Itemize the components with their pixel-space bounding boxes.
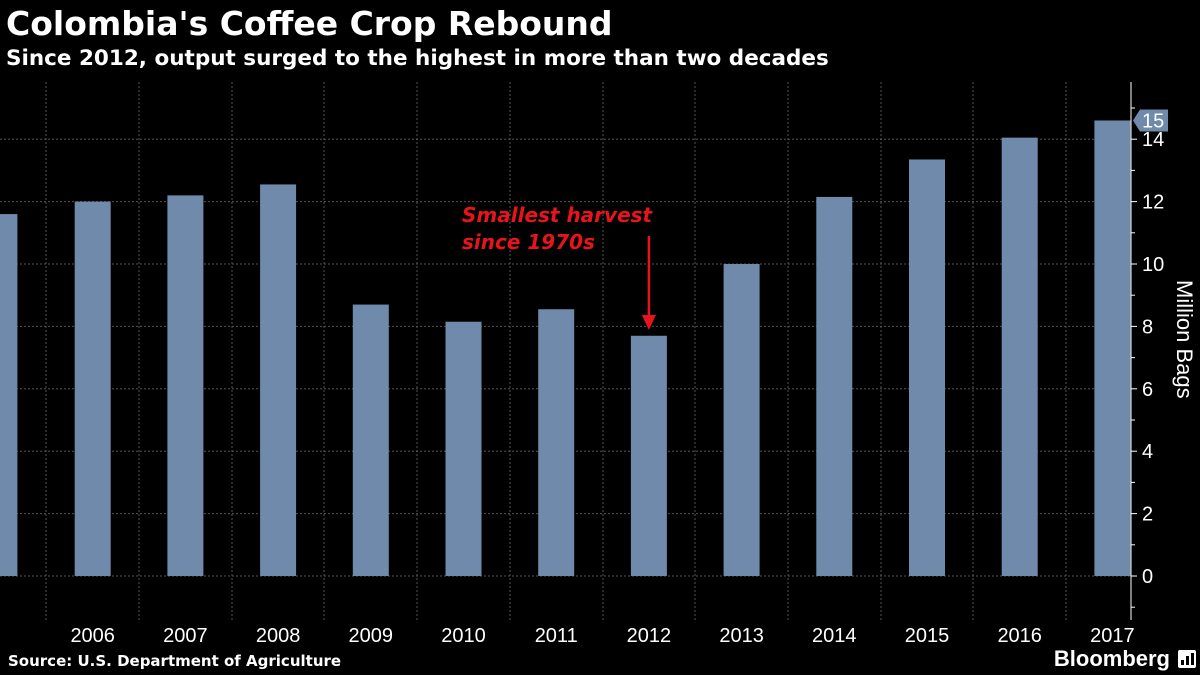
- y-tick-label: 14: [1142, 129, 1164, 151]
- x-tick-label: 2015: [905, 625, 950, 647]
- bloomberg-chart-icon: [1178, 650, 1196, 668]
- last-value-label: 15: [1142, 110, 1164, 132]
- annotation-text: since 1970s: [462, 230, 595, 254]
- y-tick-label: 6: [1142, 379, 1153, 401]
- chart-subtitle: Since 2012, output surged to the highest…: [6, 46, 829, 71]
- source-note: Source: U.S. Department of Agriculture: [8, 652, 342, 670]
- x-tick-label: 2013: [719, 625, 764, 647]
- x-tick-label: 2010: [441, 625, 486, 647]
- annotation-text: Smallest harvest: [462, 203, 654, 227]
- x-tick-label: 2008: [256, 625, 301, 647]
- y-tick-label: 2: [1142, 504, 1153, 526]
- bloomberg-logo: Bloomberg: [1053, 646, 1170, 671]
- annotation: Smallest harvest since 1970s: [462, 203, 656, 330]
- x-axis-labels: 2006 2007 2008 2009 2010 2011 2012 2013 2014 2015…: [70, 625, 1134, 647]
- y-tick-label: 10: [1142, 254, 1164, 276]
- x-tick-label: 2014: [812, 625, 857, 647]
- x-tick-label: 2011: [535, 625, 578, 647]
- x-tick-label: 2016: [997, 625, 1042, 647]
- y-axis-title: Million Bags: [1172, 280, 1197, 399]
- x-tick-label: 2006: [70, 625, 115, 647]
- bar-2015: [909, 159, 945, 577]
- bar-2014: [816, 196, 853, 577]
- y-tick-label: 8: [1142, 316, 1153, 338]
- bar-2008: [260, 184, 297, 576]
- bar-2011: [538, 309, 575, 576]
- bar-2010: [445, 321, 482, 576]
- x-tick-label: 2012: [627, 625, 672, 647]
- y-tick-label: 4: [1142, 441, 1153, 463]
- bar-2009: [352, 304, 389, 576]
- chart-title: Colombia's Coffee Crop Rebound: [6, 4, 613, 43]
- bar-2017: [1094, 120, 1131, 576]
- bar-2006: [74, 201, 111, 576]
- bar-2007: [167, 195, 204, 577]
- last-value-tag: [1133, 109, 1168, 132]
- bar-2016: [1001, 137, 1038, 576]
- x-tick-label: 2009: [349, 625, 394, 647]
- annotation-arrow-head: [641, 315, 656, 330]
- y-tick-label: 12: [1142, 192, 1164, 214]
- x-tick-label: 2017: [1090, 625, 1135, 647]
- y-tick-label: 0: [1142, 566, 1153, 588]
- bar-partial: [0, 214, 18, 576]
- bar-2013: [723, 264, 760, 576]
- bars: [0, 120, 1131, 577]
- bar-2012: [630, 335, 667, 576]
- x-tick-label: 2007: [163, 625, 208, 647]
